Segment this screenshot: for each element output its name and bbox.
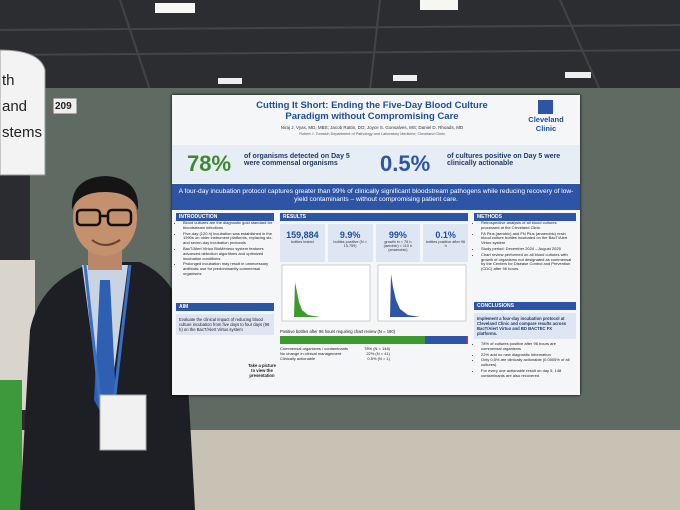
bar-segment — [280, 336, 426, 344]
qr-caption: Take a picture to view the presentation — [248, 363, 276, 378]
legend-label: Commensal organisms / contaminants — [280, 346, 349, 351]
methods: METHODS Retrospective analysis of all bl… — [474, 213, 576, 273]
conclusions: CONCLUSIONS Implement a four-day incubat… — [474, 302, 576, 380]
poster-title: Cutting It Short: Ending the Five-Day Bl… — [256, 100, 488, 122]
section-heading: INTRODUCTION — [176, 213, 274, 221]
sign-line: th — [2, 72, 15, 89]
stat: 99% growth in < 76 h (aerobic) < 110 h (a… — [375, 224, 421, 262]
bar-segment — [425, 336, 467, 344]
stat-row: 159,884 bottles tested 9.9% bottles positi… — [280, 224, 468, 262]
bullet: BacT/Alert Virtuo BioMérieux system feat… — [183, 246, 274, 261]
banner: A four-day incubation protocol captures … — [172, 184, 580, 210]
sign-line: and — [2, 98, 28, 115]
aim: AIM Evaluate the clinical impact of redu… — [176, 303, 274, 335]
histograms — [281, 264, 467, 322]
stacked-bar — [280, 336, 468, 344]
highlight-value: 0.5% — [380, 151, 431, 176]
bullet: Only 0.5% are clinically actionable (0.0… — [481, 358, 576, 368]
legend: Commensal organisms / contaminants 78% (N… — [280, 346, 390, 361]
bullet-list: Retrospective analysis of all blood cult… — [474, 220, 576, 272]
introduction: INTRODUCTION Blood cultures are the diag… — [176, 213, 274, 278]
bullet-list: Blood cultures are the diagnostic gold s… — [176, 220, 274, 277]
bullet: 22% add no new diagnostic information — [481, 352, 576, 358]
stat-label: growth in < 76 h (aerobic) < 110 h (anae… — [383, 240, 413, 252]
legend-value: 78% (N = 148) — [364, 346, 390, 351]
bullet: Retrospective analysis of all blood cult… — [481, 220, 576, 231]
logo: Cleveland Clinic — [528, 115, 564, 133]
section-heading: AIM — [176, 303, 274, 311]
highlight-text: of organisms detected on Day 5 were comm… — [244, 153, 350, 167]
bullet: Five-day (120 h) incubation was establis… — [183, 231, 274, 246]
sign-text: th and stems — [2, 68, 42, 146]
stat-value: 159,884 — [286, 230, 319, 240]
booth-number: 209 — [55, 101, 72, 112]
stat-value: 9.9% — [339, 230, 361, 240]
bullet: Study period: December 2024 – August 202… — [481, 246, 576, 252]
bullet-list: 78% of cultures positive after 96 hours … — [474, 341, 576, 379]
authors: Niraj J. Vyas, MD, MBS; Jacob Rattin, DO… — [280, 125, 464, 130]
bullet: Prolonged incubation may result in unnec… — [183, 261, 274, 276]
bullet: Blood cultures are the diagnostic gold s… — [183, 220, 274, 231]
legend-entry: Clinically actionable 0.5% (N = 1) — [280, 356, 390, 361]
stat-label: bottles positive after 96 h — [426, 240, 466, 248]
legend-entry: Commensal organisms / contaminants 78% (N… — [280, 346, 390, 351]
legend-entry: No change in clinical management 22% (N =… — [280, 351, 390, 356]
stat-value: 0.1% — [435, 230, 456, 240]
affiliation: Robert J. Tomsich Department of Patholog… — [299, 132, 445, 136]
stat: 9.9% bottles positive (N = 15,759) — [327, 224, 373, 262]
stat: 159,884 bottles tested — [280, 224, 325, 262]
section-heading: METHODS — [474, 213, 576, 221]
poster: Cutting It Short: Ending the Five-Day Bl… — [172, 95, 580, 395]
results: RESULTS 159,884 bottles tested 9.9% bottle… — [280, 213, 468, 361]
highlight-text: of cultures positive on Day 5 were clini… — [447, 153, 561, 167]
stat-label: bottles positive (N = 15,759) — [333, 240, 367, 248]
legend-value: 0.5% (N = 1) — [367, 356, 390, 361]
bullet: 78% of cultures positive after 96 hours … — [481, 341, 576, 352]
bar-segment — [466, 336, 468, 344]
section-heading: CONCLUSIONS — [474, 302, 576, 310]
highlight-band — [172, 145, 580, 183]
stat-value: 99% — [388, 230, 407, 240]
stat-label: bottles tested — [291, 240, 314, 244]
legend-label: Clinically actionable — [280, 356, 316, 361]
stat: 0.1% bottles positive after 96 h — [423, 224, 468, 262]
aim-text: Evaluate the clinical impact of reducing… — [176, 314, 274, 335]
conclusion-box: Implement a four-day incubation protocol… — [474, 313, 576, 339]
bullet: Chart review performed on all blood cult… — [481, 252, 576, 272]
sign-line: stems — [2, 124, 43, 141]
chart-caption: Positive bottles after 96 hours requirin… — [280, 329, 396, 334]
bullet: For every one actionable result on day 5… — [481, 368, 576, 379]
highlight-value: 78% — [187, 151, 232, 176]
legend-value: 22% (N = 41) — [366, 351, 390, 356]
section-heading: RESULTS — [280, 213, 468, 221]
bullet: FA Plus (aerobic) and FN Plus (anaerobic… — [481, 231, 576, 246]
logo-mark — [538, 100, 553, 114]
legend-label: No change in clinical management — [280, 351, 342, 356]
